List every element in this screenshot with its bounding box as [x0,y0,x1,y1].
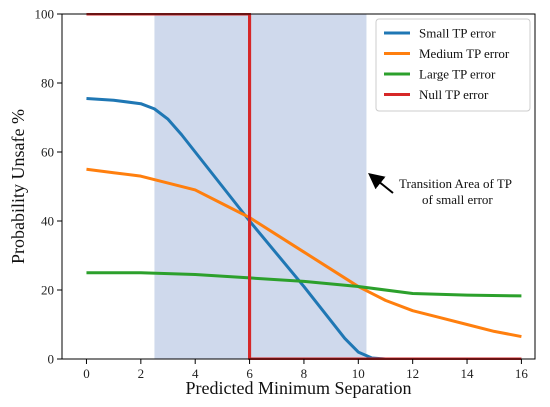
transition-area-shade [154,14,367,359]
y-tick-label: 20 [41,283,54,298]
annotation: Transition Area of TP of small error [368,172,512,207]
y-tick-label: 0 [48,352,55,367]
y-tick-label: 40 [41,214,54,229]
shaded-transition-region [154,14,367,359]
y-axis-title: Probability Unsafe % [8,109,28,264]
x-tick-label: 14 [461,366,475,381]
axes [61,13,536,360]
legend-entry: Null TP error [384,87,489,102]
legend-entry: Large TP error [384,67,496,82]
legend-entry: Medium TP error [384,46,510,61]
series-line-medium-tp-error [86,167,522,339]
legend: Small TP error Medium TP error Large TP … [375,18,531,112]
x-tick-label: 6 [246,366,253,381]
x-tick-label: 2 [138,366,145,381]
x-tick-label: 12 [406,366,419,381]
annotation-arrow [368,172,394,194]
axes-frame [61,13,536,360]
annotation-line-2: of small error [422,192,493,207]
y-tick-label: 100 [35,7,55,22]
ticks: 0 2 4 6 8 10 12 14 16 0 20 40 60 80 100 [35,7,529,382]
x-tick-label: 16 [515,366,529,381]
legend-label: Medium TP error [419,46,510,61]
series-line-large-tp-error [86,271,522,298]
legend-label: Null TP error [419,87,489,102]
legend-entry: Small TP error [384,26,496,41]
legend-box [375,18,531,112]
x-tick-label: 0 [83,366,90,381]
x-axis-title: Predicted Minimum Separation [186,378,412,398]
x-tick-label: 10 [352,366,365,381]
x-tick-label: 4 [192,366,199,381]
y-tick-label: 80 [41,76,54,91]
annotation-line-1: Transition Area of TP [399,176,512,191]
y-tick-label: 60 [41,145,54,160]
legend-label: Small TP error [419,26,496,41]
legend-label: Large TP error [419,67,496,82]
x-tick-label: 8 [301,366,308,381]
